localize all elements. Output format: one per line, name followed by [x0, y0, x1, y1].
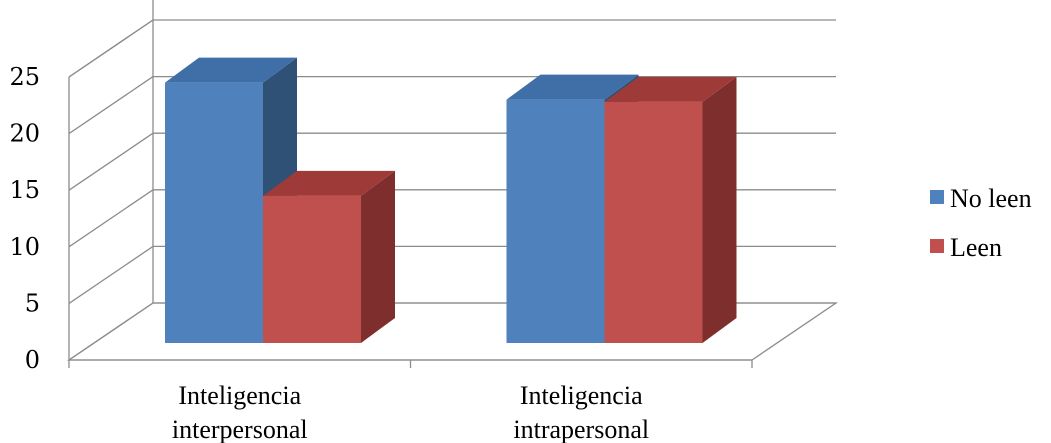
bar-top	[165, 57, 297, 83]
bar	[604, 101, 703, 343]
bar-side	[702, 76, 737, 343]
legend-swatch	[930, 239, 944, 253]
x-axis: Inteligencia interpersonal Inteligencia int…	[68, 359, 753, 443]
y-tick-label: 25	[9, 63, 40, 91]
y-tick-label: 20	[9, 120, 40, 148]
y-tick-label: 10	[9, 233, 40, 261]
legend-label: No leen	[950, 184, 1032, 213]
bar-side	[361, 170, 395, 343]
bar	[263, 195, 361, 343]
y-tick-label: 0	[25, 346, 40, 374]
y-tick-label: 15	[9, 176, 40, 204]
x-tick-label: Inteligencia intrapersonal	[513, 381, 649, 443]
bar-top	[506, 74, 639, 100]
bar-1-1	[604, 76, 737, 343]
gridline-left-wall	[68, 245, 154, 304]
x-tick-label-line: intrapersonal	[513, 415, 649, 443]
bar	[165, 82, 263, 343]
bar-top	[263, 170, 395, 196]
bar	[506, 99, 605, 344]
legend-label: Leen	[950, 233, 1002, 262]
y-axis-ticks: 0 5 10 15 20 25	[9, 63, 40, 374]
bar-0-1	[263, 170, 395, 343]
x-tick-label-line: Inteligencia	[178, 381, 301, 410]
x-tick-label-line: Inteligencia	[520, 381, 643, 410]
x-tick-label-line: interpersonal	[172, 415, 308, 443]
bars	[165, 57, 737, 344]
legend-swatch	[930, 190, 944, 204]
x-tick-label: Inteligencia interpersonal	[172, 381, 308, 443]
gridline-left-wall	[68, 132, 154, 191]
bar-top	[604, 76, 737, 102]
gridline-left-wall	[68, 76, 154, 135]
y-tick-label: 5	[25, 289, 40, 317]
gridline-left-wall	[68, 19, 154, 78]
gridline-left-wall	[68, 189, 154, 248]
legend: No leen Leen	[930, 184, 1032, 262]
